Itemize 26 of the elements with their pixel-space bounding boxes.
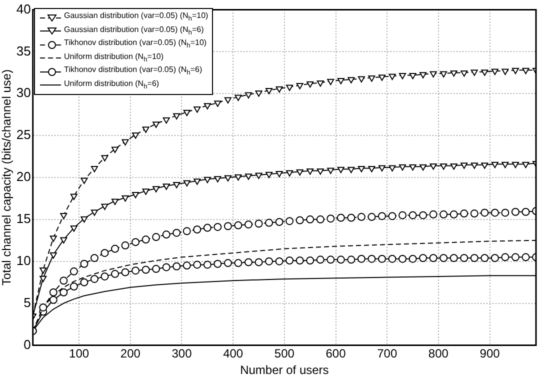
x-tick-label: 400 bbox=[223, 346, 244, 361]
x-axis-title: Number of users bbox=[240, 363, 329, 378]
x-tick-label: 700 bbox=[377, 346, 398, 361]
legend-label: Uniform distribution (N$_{h}$=6) bbox=[64, 78, 160, 93]
x-tick-label: 800 bbox=[428, 346, 449, 361]
x-tick-label: 300 bbox=[172, 346, 192, 361]
y-tick-label: 5 bbox=[24, 294, 31, 310]
y-tick-label: 20 bbox=[16, 169, 31, 184]
x-tick-label: 100 bbox=[69, 346, 90, 361]
x-tick-label: 900 bbox=[480, 346, 500, 361]
y-tick-label: 0 bbox=[24, 336, 31, 352]
x-tick-label: 200 bbox=[120, 346, 141, 361]
y-tick-label: 35 bbox=[16, 43, 31, 58]
y-tick-label: 25 bbox=[16, 127, 31, 142]
y-tick-label: 15 bbox=[16, 211, 31, 226]
legend-label: Gaussian distribution (var=0.05) (N$_{h}$=10) bbox=[64, 10, 208, 26]
y-tick-label: 40 bbox=[16, 1, 31, 16]
y-axis-title: Total channel capacity (bits/channel use) bbox=[0, 69, 14, 286]
y-tick-label: 30 bbox=[16, 85, 31, 100]
legend-label: Uniform distribution (N$_{h}$=10) bbox=[64, 50, 164, 66]
legend-label: Tikhonov distribution (var=0.05) (N$_{h}$=6) bbox=[64, 64, 202, 80]
x-tick-label: 600 bbox=[326, 346, 346, 361]
x-tick-label: 500 bbox=[274, 346, 295, 361]
legend-label: Tikhonov distribution (var=0.05) (N$_{h}$=10) bbox=[64, 37, 207, 52]
legend-label: Gaussian distribution (var=0.05) (N$_{h}$=6) bbox=[64, 24, 204, 39]
y-tick-label: 10 bbox=[16, 252, 31, 268]
